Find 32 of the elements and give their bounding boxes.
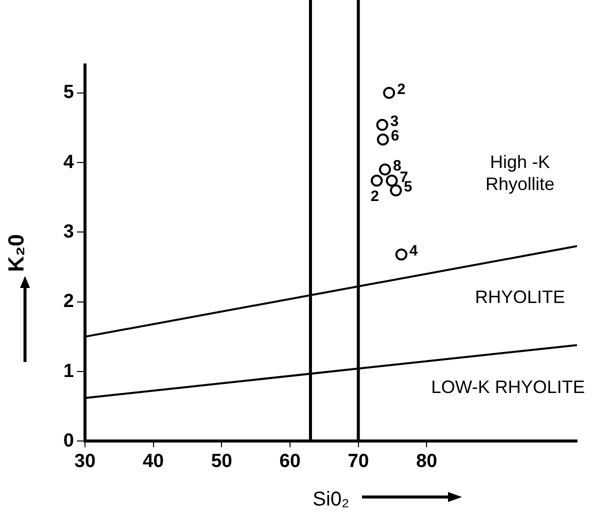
- annotation: 4: [409, 242, 418, 260]
- annotation: 2: [370, 188, 379, 205]
- x-tick-label: 50: [211, 450, 232, 472]
- point: [386, 174, 398, 187]
- x-axis-title: Si0₂: [312, 488, 350, 511]
- annotation: 6: [390, 128, 400, 145]
- annotation: 3: [390, 113, 399, 130]
- point: [376, 134, 389, 146]
- x-tick-label: 40: [142, 450, 164, 472]
- annotation: 8: [392, 158, 402, 175]
- x-tick-label: 70: [348, 450, 369, 472]
- y-tick-label: 0: [63, 430, 74, 452]
- y-tick-label: 1: [63, 360, 74, 382]
- point: [390, 184, 402, 196]
- y-tick-label: 3: [63, 221, 74, 242]
- point: [383, 86, 396, 99]
- point: [376, 118, 388, 131]
- point: [395, 248, 408, 260]
- annotation: High -K Rhyollite: [485, 152, 555, 194]
- point: [378, 164, 391, 176]
- x-tick-label: 60: [279, 450, 301, 472]
- annotation: 2: [397, 81, 406, 98]
- y-tick-label: 4: [63, 152, 74, 173]
- x-tick-label: 30: [74, 450, 96, 472]
- annotation: LOW-K RHYOLITE: [431, 376, 585, 397]
- y-tick-label: 5: [63, 82, 74, 104]
- y-tick-label: 2: [63, 291, 74, 312]
- y-axis-title: K₂0: [3, 234, 28, 272]
- annotation: 5: [404, 178, 412, 196]
- x-tick-label: 80: [416, 450, 438, 472]
- point: [370, 174, 383, 187]
- annotation: RHYOLITE: [474, 286, 566, 307]
